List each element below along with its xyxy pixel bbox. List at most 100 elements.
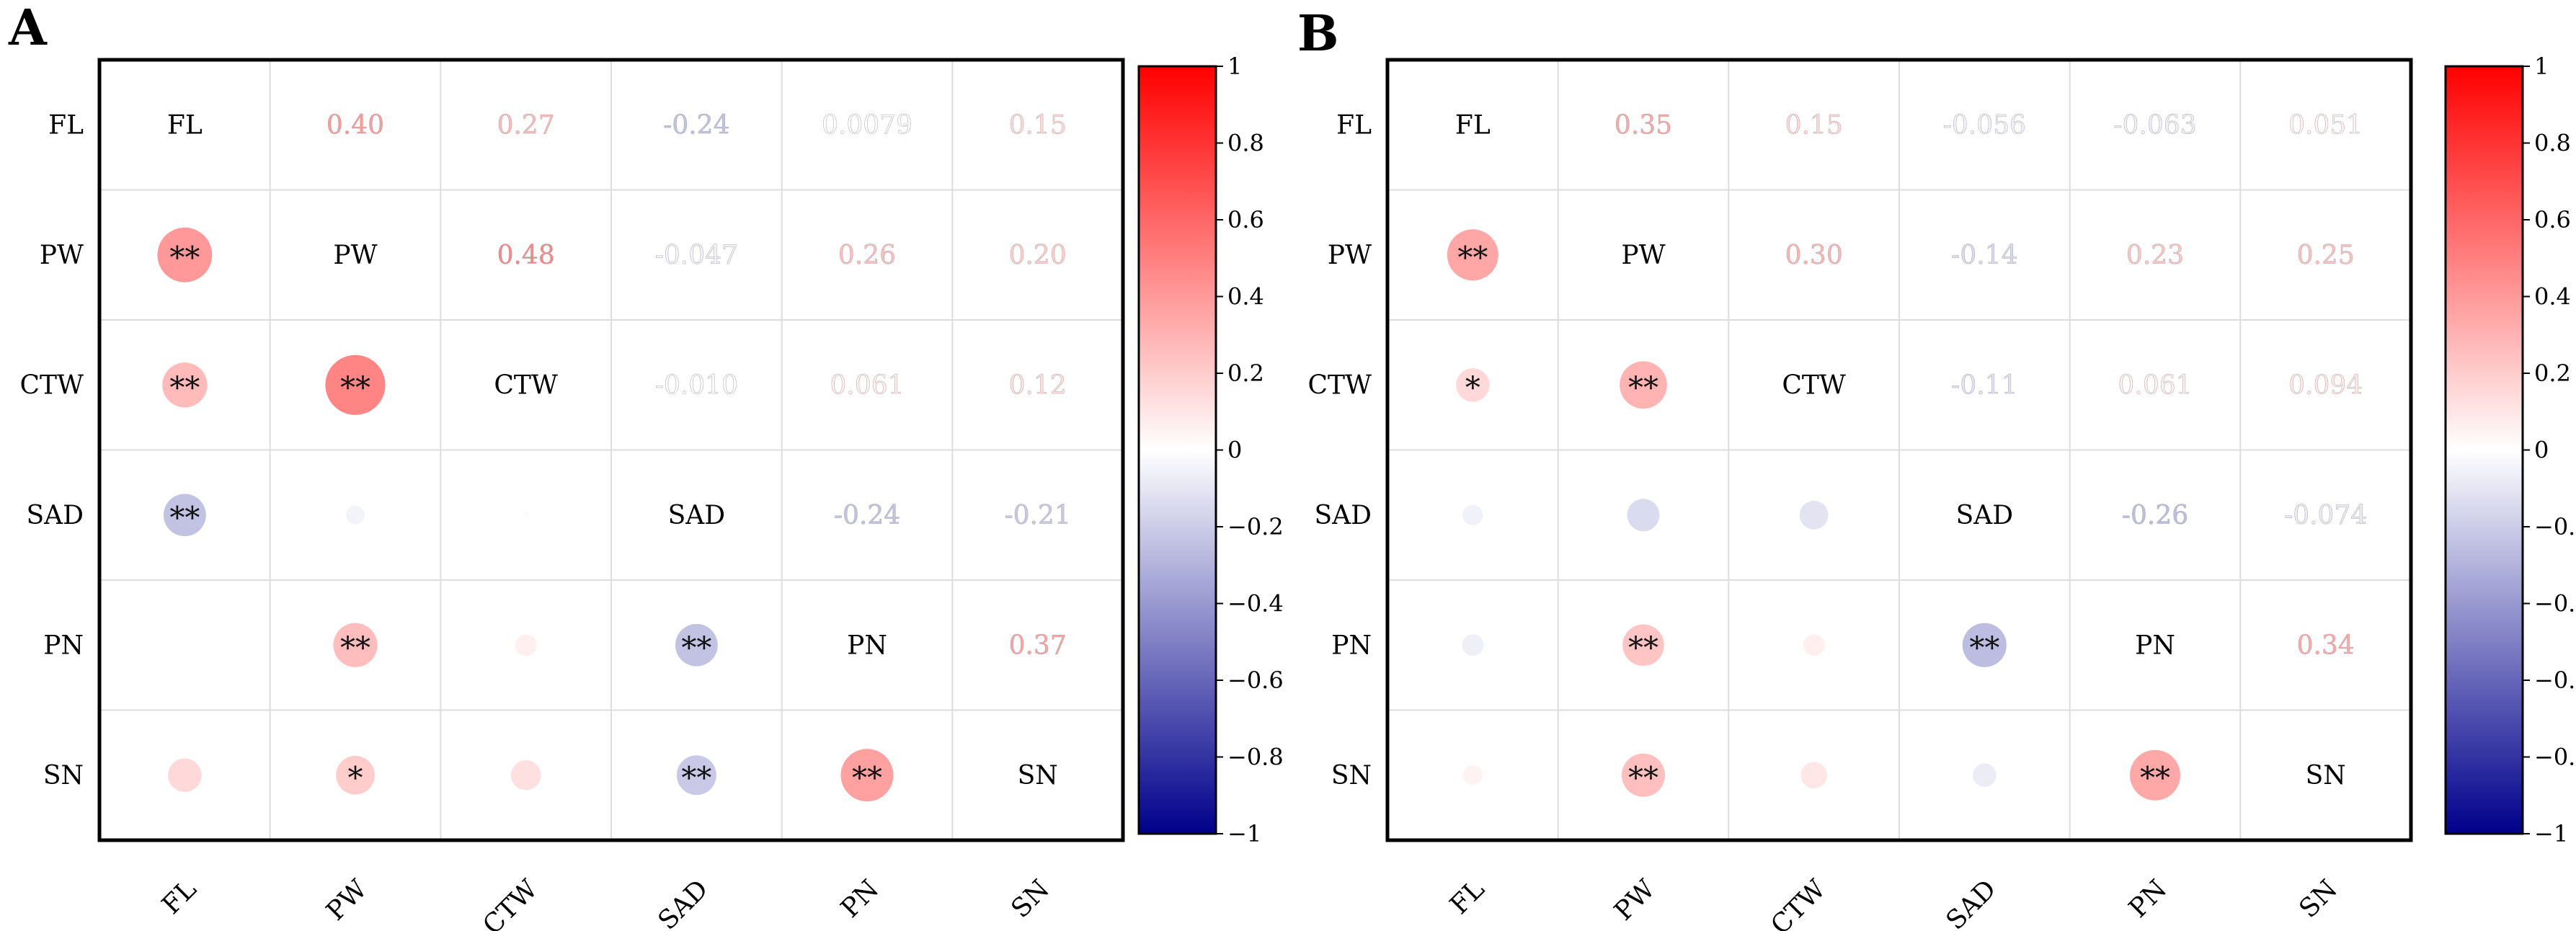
correlation-circle <box>1803 634 1825 656</box>
x-tick-label: SAD <box>1940 874 2002 931</box>
diagonal-label: PW <box>333 241 377 270</box>
correlation-value: 0.15 <box>1009 110 1067 140</box>
panel-b: B FL 0.35 0.15 -0.056 -0.063 0.051 ** PW 0.30 -0.1… <box>1297 5 2576 931</box>
x-tick-label: PW <box>1609 874 1661 926</box>
correlation-circle <box>1462 765 1483 785</box>
significance-mark: * <box>1465 370 1480 405</box>
correlation-circle <box>840 749 894 802</box>
diagonal-label: PN <box>2135 631 2175 660</box>
correlation-value: 0.0079 <box>822 110 912 140</box>
diagonal-label: PW <box>1621 241 1665 270</box>
y-tick-label: PN <box>43 631 84 660</box>
x-tick-label: SN <box>2293 874 2343 924</box>
colorbar-tick-label: −0.2 <box>1227 513 1284 540</box>
colorbar-tick-label: 1 <box>1227 53 1242 80</box>
y-tick-label: PW <box>40 241 84 270</box>
significance-mark: ** <box>169 240 200 275</box>
significance-mark: ** <box>1628 630 1658 665</box>
correlation-value: -0.010 <box>655 370 738 400</box>
significance-mark: ** <box>169 500 200 535</box>
correlation-value: 0.061 <box>830 370 904 400</box>
y-tick-label: SN <box>1331 761 1372 790</box>
colorbar-tick-label: 0.2 <box>2534 360 2571 387</box>
colorbar-tick-label: 0.6 <box>1227 206 1264 233</box>
correlation-value: 0.37 <box>1009 631 1067 660</box>
plot-frame <box>1385 58 2413 842</box>
diagonal-label: FL <box>1455 110 1491 140</box>
correlation-value: -0.074 <box>2284 501 2367 530</box>
correlation-circle <box>168 758 202 792</box>
correlation-circle <box>515 634 537 656</box>
colorbar-tick-label: 0 <box>1227 437 1242 464</box>
correlation-circle <box>1627 499 1660 532</box>
correlation-circle <box>1447 229 1498 281</box>
y-tick-label: CTW <box>1307 370 1372 400</box>
correlation-circle <box>1462 504 1483 525</box>
correlation-value: 0.15 <box>1785 110 1843 140</box>
colorbar-tick-label: −0.8 <box>1227 744 1284 771</box>
y-tick-label: CTW <box>19 370 84 400</box>
colorbar-tick-label: −0.4 <box>2534 590 2576 618</box>
diagonal-label: SAD <box>668 501 726 530</box>
panel-label: A <box>8 0 48 57</box>
correlation-value: 0.30 <box>1785 241 1843 270</box>
correlation-value: 0.12 <box>1009 370 1067 400</box>
correlation-circle <box>1799 500 1829 530</box>
correlation-value: -0.24 <box>834 501 900 530</box>
correlation-value: 0.26 <box>838 241 896 270</box>
x-tick-label: CTW <box>477 874 543 931</box>
colorbar-tick-label: 0 <box>2534 437 2549 464</box>
correlation-value: -0.056 <box>1943 110 2026 140</box>
x-tick-label: CTW <box>1765 874 1831 931</box>
correlation-circle <box>675 623 718 667</box>
correlation-value: -0.047 <box>655 241 738 270</box>
correlation-circle <box>1962 623 2007 667</box>
correlation-circle <box>333 623 378 667</box>
colorbar-tick-label: 0.8 <box>2534 130 2571 157</box>
significance-mark: ** <box>852 760 882 796</box>
colorbar-tick-label: −0.4 <box>1227 590 1284 618</box>
colorbar-tick-label: 0.8 <box>1227 130 1264 157</box>
y-tick-label: FL <box>1336 110 1372 140</box>
colorbar-tick-label: −0.8 <box>2534 744 2576 771</box>
correlation-circle <box>345 505 365 525</box>
correlation-circle <box>163 494 206 537</box>
correlation-value: -0.14 <box>1951 241 2017 270</box>
panel-label: B <box>1297 5 1338 63</box>
x-tick-label: SAD <box>652 874 714 931</box>
correlation-circle <box>181 641 189 649</box>
correlation-value: 0.34 <box>2297 631 2355 660</box>
diagonal-label: CTW <box>1782 370 1846 400</box>
panel-a: AFL 0.40 0.27 -0.24 0.0079 0.15** PW 0.48 -0.047… <box>8 0 1284 931</box>
diagonal-label: SN <box>1018 761 1058 790</box>
correlation-circle <box>157 227 213 282</box>
correlation-value: 0.48 <box>497 241 555 270</box>
x-tick-label: FL <box>156 874 203 920</box>
correlation-value: -0.21 <box>1005 501 1071 530</box>
diagonal-label: SAD <box>1956 501 2014 530</box>
correlation-value: 0.061 <box>2118 370 2192 400</box>
correlation-value: 0.35 <box>1615 110 1672 140</box>
correlation-circle <box>1456 368 1490 402</box>
colorbar-tick-label: 0.4 <box>1227 283 1264 311</box>
significance-mark: ** <box>1628 760 1658 796</box>
correlation-value: -0.26 <box>2122 501 2188 530</box>
correlation-circle <box>676 755 716 796</box>
colorbar-tick-label: −1 <box>1227 820 1261 847</box>
colorbar-tick-label: −0.6 <box>1227 667 1284 694</box>
correlation-circle <box>1622 753 1665 797</box>
colorbar <box>1137 65 1217 835</box>
diagonal-label: CTW <box>494 370 558 400</box>
correlation-circle <box>1973 763 1997 788</box>
correlation-circle <box>1462 634 1484 656</box>
y-tick-label: PW <box>1328 241 1372 270</box>
plot-frame <box>97 58 1125 842</box>
y-tick-label: SAD <box>26 501 84 530</box>
significance-mark: ** <box>681 760 711 796</box>
colorbar-tick-label: 0.4 <box>2534 283 2571 311</box>
colorbar-tick-label: −1 <box>2534 820 2568 847</box>
x-tick-label: PN <box>835 874 884 923</box>
colorbar <box>2444 65 2524 835</box>
correlation-value: 0.051 <box>2288 110 2363 140</box>
significance-mark: ** <box>1969 630 1999 665</box>
